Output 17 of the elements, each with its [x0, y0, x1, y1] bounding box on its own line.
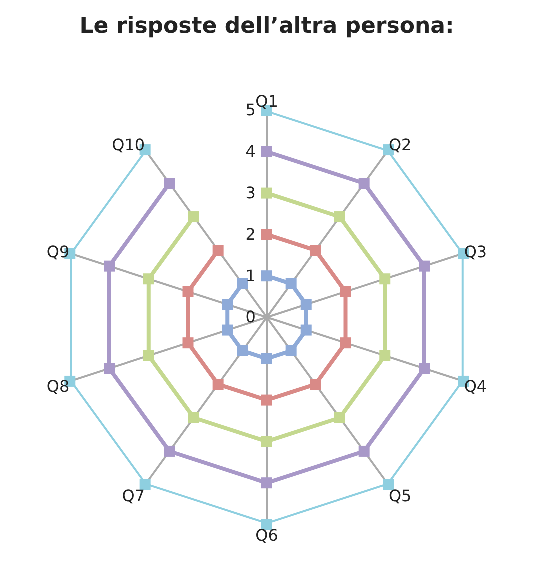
y-tick-label: 4	[246, 142, 256, 162]
spoke-label: Q9	[46, 242, 70, 262]
spoke-label: Q8	[46, 376, 70, 396]
spoke-label: Q2	[388, 135, 412, 154]
y-tick-label: 2	[246, 224, 256, 244]
spoke-label: Q4	[464, 376, 488, 396]
y-tick-label: 5	[246, 100, 256, 120]
y-tick-label: 3	[246, 184, 256, 202]
spoke-label: Q7	[122, 486, 146, 506]
spoke-label: Q10	[112, 135, 146, 154]
spoke-label: Q1	[256, 92, 278, 111]
spoke-label: Q5	[388, 486, 412, 506]
y-tick-label: 0	[246, 308, 256, 327]
spoke-label: Q3	[464, 242, 488, 262]
spoke-label: Q6	[256, 526, 278, 545]
y-tick-label: 1	[246, 266, 256, 286]
chart-title: Le risposte dell’altra persona:	[80, 14, 454, 39]
